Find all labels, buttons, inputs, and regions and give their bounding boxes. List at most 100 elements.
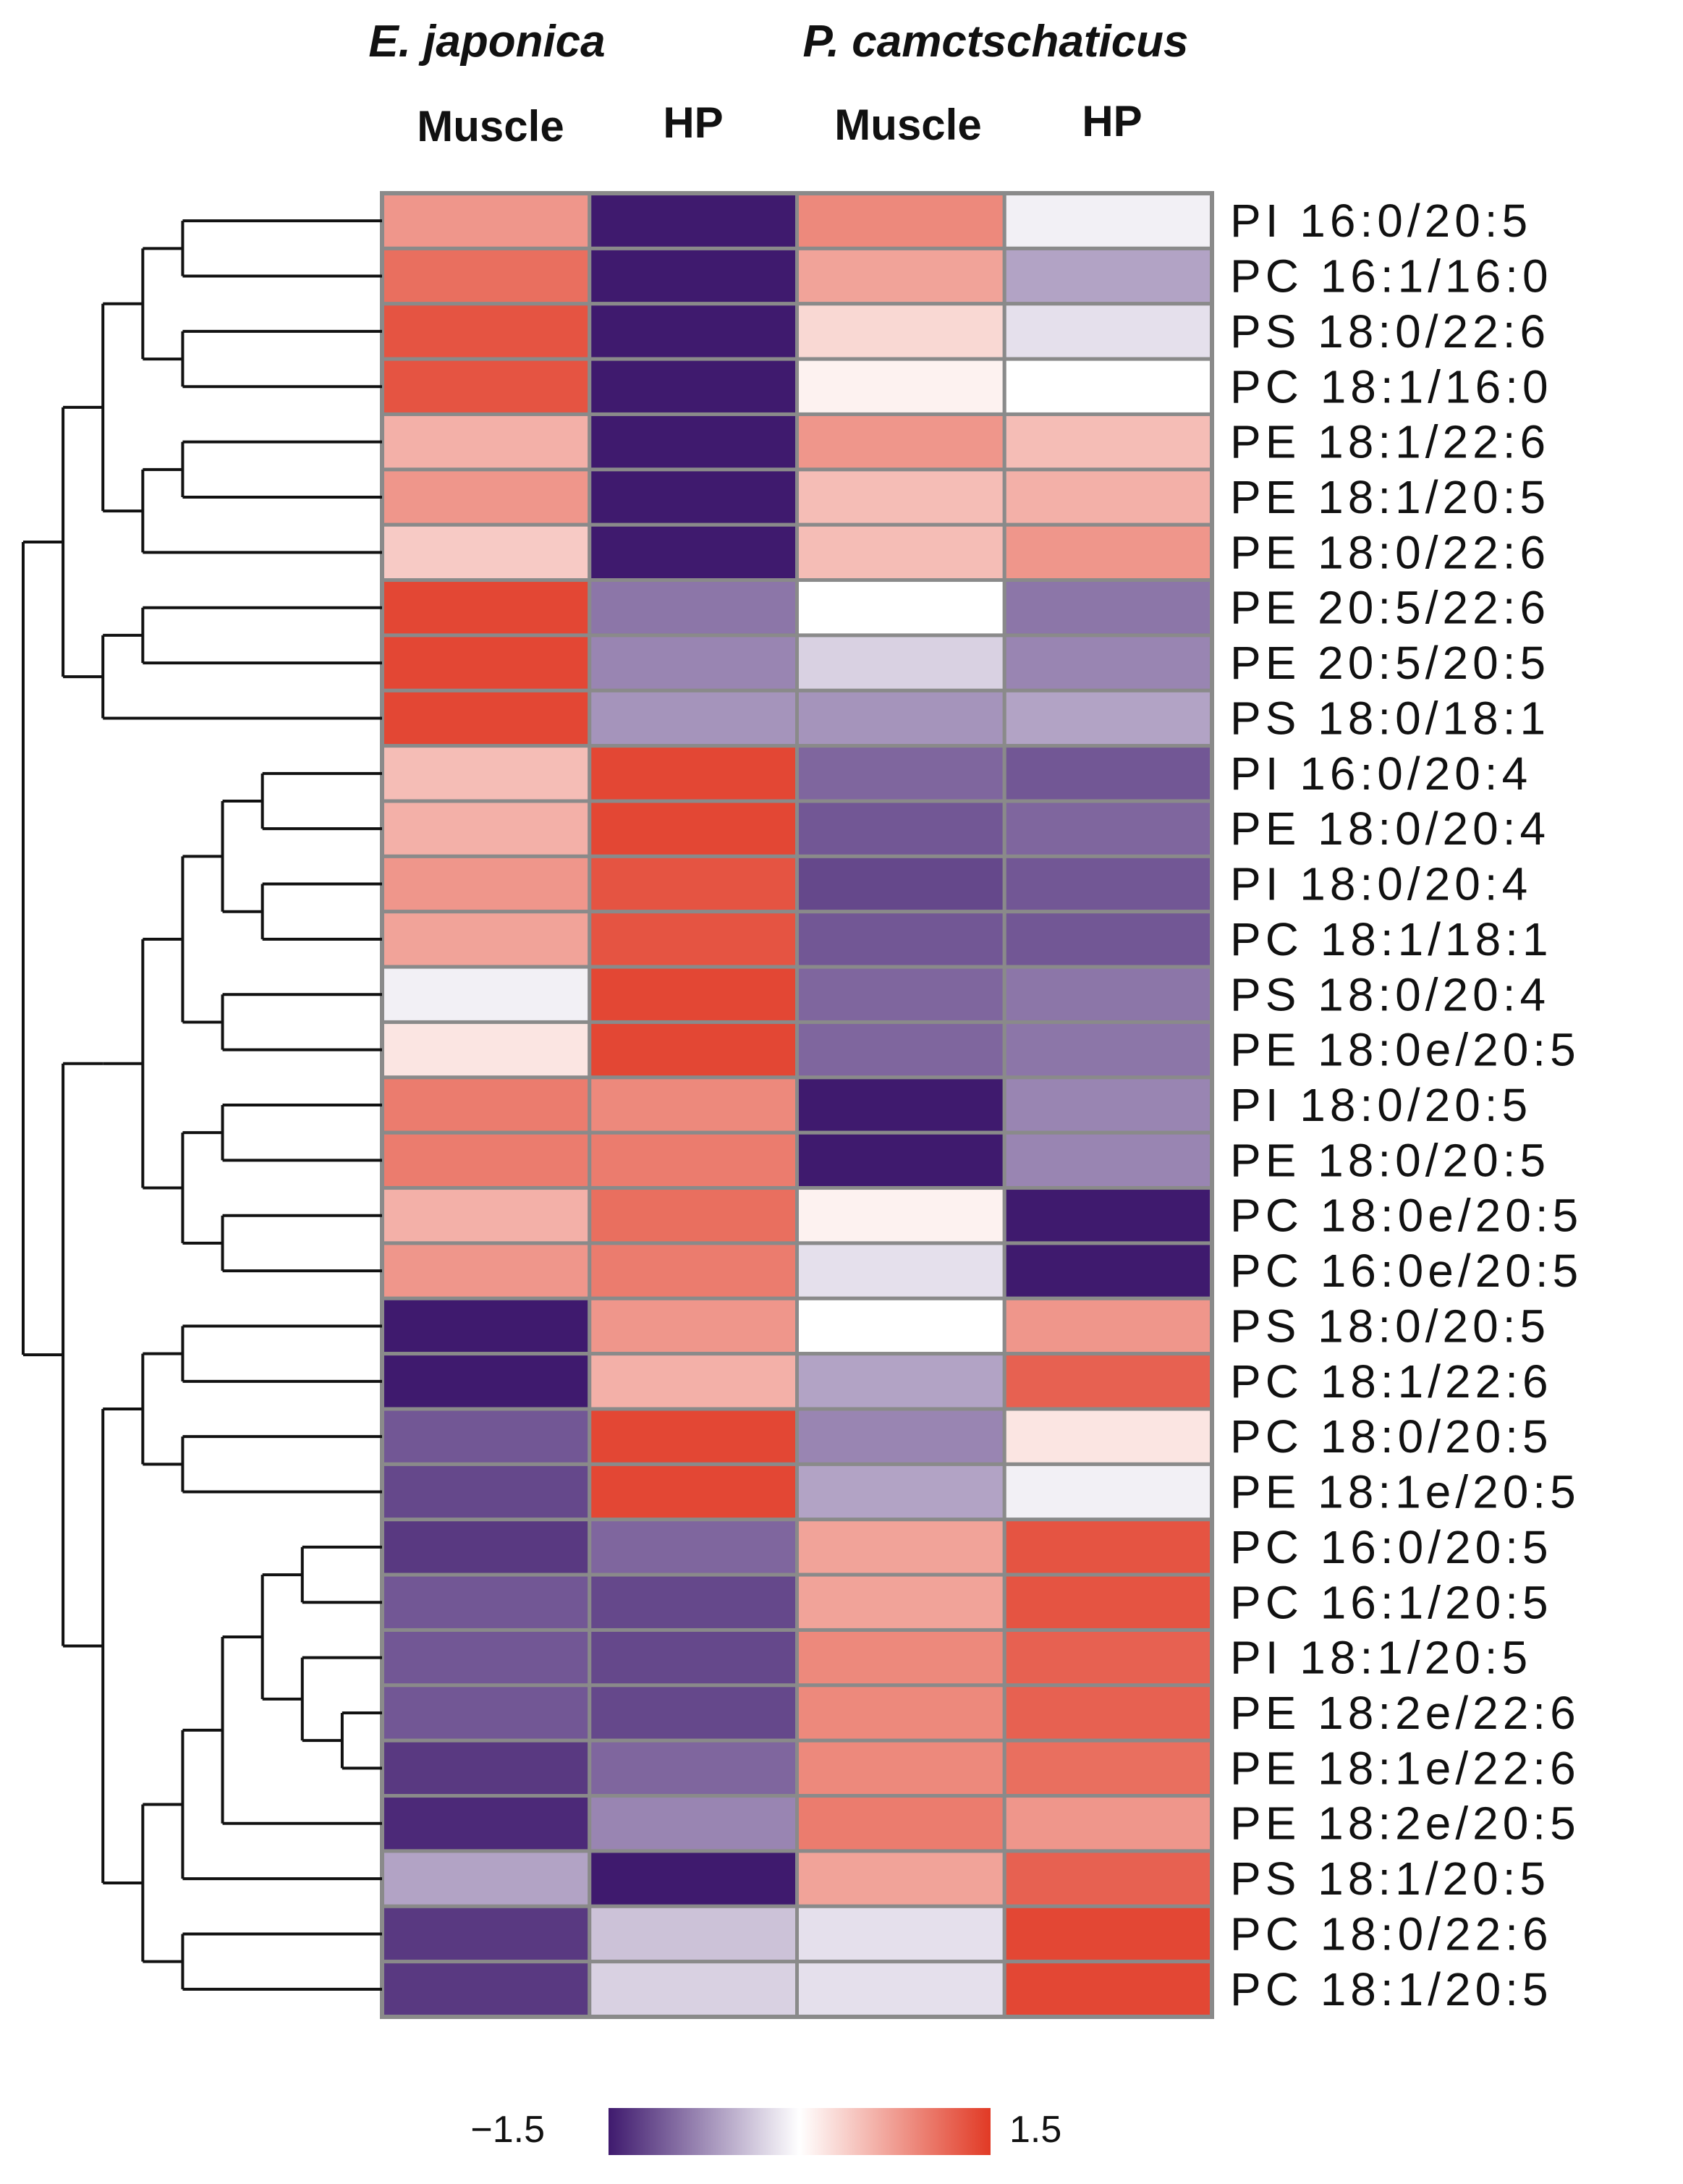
heatmap-cell [588,1904,799,1964]
species-labels: E. japonica P. camctschaticus [368,17,1188,67]
heatmap-cell [380,744,592,803]
heatmap-cell [795,1296,1006,1356]
color-scale-legend: −1.5 1.5 [470,2108,1061,2155]
heatmap-cell [1002,1849,1214,1908]
heatmap-cell [588,246,799,306]
heatmap-cell [380,910,592,969]
heatmap-cell [1002,1960,1214,2019]
species-label-e-japonica: E. japonica [368,17,605,67]
heatmap-cell [380,302,592,361]
heatmap-cell [380,1296,592,1356]
heatmap-cell [795,1130,1006,1190]
heatmap-cell [380,688,592,748]
heatmap-cell [795,688,1006,748]
row-label: PC 18:1/20:5 [1230,1963,1553,2015]
heatmap-cell [380,1241,592,1300]
heatmap-cell [795,578,1006,638]
column-label-ej-hp: HP [663,98,723,147]
heatmap-cell [380,1075,592,1135]
heatmap-cell [588,1960,799,2019]
heatmap-cell [588,302,799,361]
heatmap-cell [795,1241,1006,1300]
species-label-p-camctschaticus: P. camctschaticus [802,17,1188,67]
heatmap-cell [380,246,592,306]
heatmap-cell [1002,357,1214,416]
heatmap-cell [588,1518,799,1577]
heatmap-cell [1002,1186,1214,1245]
heatmap-cell [380,1738,592,1798]
heatmap-cell [588,1628,799,1688]
heatmap-cell [795,854,1006,914]
heatmap-cell [795,1462,1006,1522]
heatmap-cell [795,357,1006,416]
heatmap-cell [1002,910,1214,969]
heatmap-cell [380,1186,592,1245]
heatmap-cell [588,578,799,638]
heatmap-cell [588,412,799,472]
heatmap-cell [1002,1020,1214,1080]
heatmap-cell [1002,412,1214,472]
row-label: PS 18:0/20:5 [1230,1300,1550,1352]
heatmap-cell [380,1020,592,1080]
heatmap-cell [588,1849,799,1908]
heatmap-cell [1002,633,1214,693]
heatmap-cell [588,1407,799,1466]
heatmap-cell [1002,578,1214,638]
row-label: PI 18:0/20:5 [1230,1079,1532,1131]
heatmap-cell [1002,1794,1214,1853]
heatmap-cell [1002,688,1214,748]
heatmap-cell [1002,744,1214,803]
heatmap-cell [588,1020,799,1080]
heatmap-cell [1002,1518,1214,1577]
heatmap-cell [795,1075,1006,1135]
heatmap-cell [1002,467,1214,527]
heatmap-cell [1002,302,1214,361]
row-labels: PI 16:0/20:5PC 16:1/16:0PS 18:0/22:6PC 1… [1230,195,1582,2015]
row-label: PS 18:0/22:6 [1230,305,1550,357]
heatmap-cell [380,1573,592,1632]
row-label: PS 18:1/20:5 [1230,1853,1550,1905]
heatmap-cell [795,246,1006,306]
heatmap-cell [380,965,592,1024]
heatmap-cell [588,1462,799,1522]
heatmap-cell [380,412,592,472]
heatmap-cell [795,910,1006,969]
heatmap-cell [1002,191,1214,250]
heatmap-cell [380,633,592,693]
heatmap-cell [588,1794,799,1853]
row-label: PE 20:5/22:6 [1230,582,1550,634]
heatmap-cell [380,854,592,914]
row-label: PE 18:1e/20:5 [1230,1466,1580,1518]
heatmap-cell [380,1849,592,1908]
row-label: PC 16:1/16:0 [1230,250,1553,302]
heatmap-cell [795,1352,1006,1411]
row-label: PI 18:1/20:5 [1230,1632,1532,1684]
heatmap-cell [795,965,1006,1024]
row-label: PE 18:1e/22:6 [1230,1742,1580,1794]
heatmap-cell [795,744,1006,803]
row-label: PC 18:1/22:6 [1230,1355,1553,1408]
heatmap-cell [795,191,1006,250]
heatmap-cell [380,1518,592,1577]
heatmap-cell [380,191,592,250]
scale-max-label: 1.5 [1009,2109,1061,2151]
heatmap-cell [588,1683,799,1743]
heatmap-cell [588,1296,799,1356]
heatmap-cell [795,799,1006,858]
column-labels: Muscle HP Muscle HP [417,97,1142,151]
heatmap-cell [795,412,1006,472]
row-label: PC 18:0e/20:5 [1230,1190,1582,1242]
row-label: PC 16:0/20:5 [1230,1521,1553,1573]
heatmap-cell [795,1849,1006,1908]
row-label: PE 18:0/20:4 [1230,803,1550,855]
row-label: PE 20:5/20:5 [1230,637,1550,689]
heatmap-cell [795,1794,1006,1853]
row-label: PC 18:0/22:6 [1230,1908,1553,1960]
heatmap-cell [380,357,592,416]
heatmap-cell [1002,1628,1214,1688]
row-label: PS 18:0/18:1 [1230,692,1550,744]
heatmap-cell [588,191,799,250]
heatmap-cell [588,522,799,583]
column-label-pc-muscle: Muscle [834,101,981,149]
